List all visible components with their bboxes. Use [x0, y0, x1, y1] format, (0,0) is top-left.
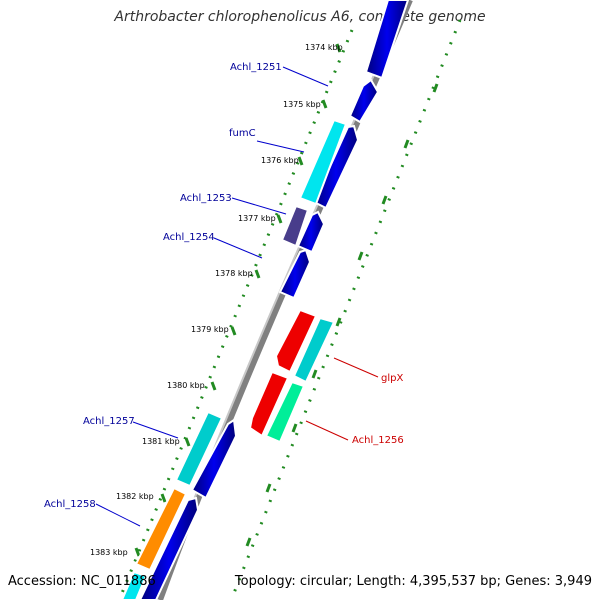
gene-glpX-arrow	[274, 308, 318, 374]
inner-track-genes	[120, 118, 348, 600]
tick-label: 1376 kbp	[261, 156, 299, 165]
tick-labels: 1374 kbp 1375 kbp 1376 kbp 1377 kbp 1378…	[90, 43, 343, 557]
gene-achl1253-arrow	[280, 204, 310, 248]
reverse-strand-genes	[248, 308, 336, 444]
gene-arrow	[296, 210, 326, 254]
gene-red-rev-arrow	[248, 370, 290, 438]
tick-label: 1381 kbp	[142, 437, 180, 446]
gene-arrow	[138, 496, 200, 600]
gene-arrow	[190, 418, 238, 500]
tick-label: 1379 kbp	[191, 325, 229, 334]
gene-label-achl1258[interactable]: Achl_1258	[44, 499, 96, 510]
gene-achl1258-arrow	[134, 486, 188, 572]
gene-label-achl1256[interactable]: Achl_1256	[352, 435, 404, 446]
label-leader-lines	[95, 66, 379, 527]
topology-label: Topology: circular; Length: 4,395,537 bp…	[234, 574, 592, 589]
inner-tick-ring	[118, 29, 354, 599]
tick-label: 1383 kbp	[90, 548, 128, 557]
gene-achl1257-arrow	[174, 410, 224, 488]
tick-label: 1374 kbp	[305, 43, 343, 52]
gene-arrow	[348, 78, 380, 124]
gene-label-achl1253[interactable]: Achl_1253	[180, 193, 232, 204]
gene-label-achl1254[interactable]: Achl_1254	[163, 232, 215, 243]
gene-label-achl1251[interactable]: Achl_1251	[230, 62, 282, 73]
gene-arrow	[278, 248, 312, 300]
forward-strand-genes	[138, 0, 410, 600]
gene-label-achl1257[interactable]: Achl_1257	[83, 416, 135, 427]
gene-cyan-rev-arrow	[292, 316, 336, 384]
tick-label: 1382 kbp	[116, 492, 154, 501]
gene-label-glpx[interactable]: glpX	[381, 373, 403, 384]
gene-fumC-arrow	[298, 118, 348, 206]
gene-achl1256-arrow	[264, 380, 306, 444]
gene-label-fumc[interactable]: fumC	[229, 128, 256, 139]
gene-arrow	[364, 0, 410, 80]
tick-label: 1375 kbp	[283, 100, 321, 109]
gene-cyan-edge	[120, 570, 148, 600]
tick-label: 1380 kbp	[167, 381, 205, 390]
major-tick-marks	[134, 43, 439, 557]
tick-label: 1377 kbp	[238, 214, 276, 223]
accession-label: Accession: NC_011886	[8, 574, 156, 589]
outer-tick-ring	[230, 19, 462, 599]
tick-label: 1378 kbp	[215, 269, 253, 278]
gene-labels: Achl_1251 fumC Achl_1253 Achl_1254 glpX …	[44, 62, 404, 510]
